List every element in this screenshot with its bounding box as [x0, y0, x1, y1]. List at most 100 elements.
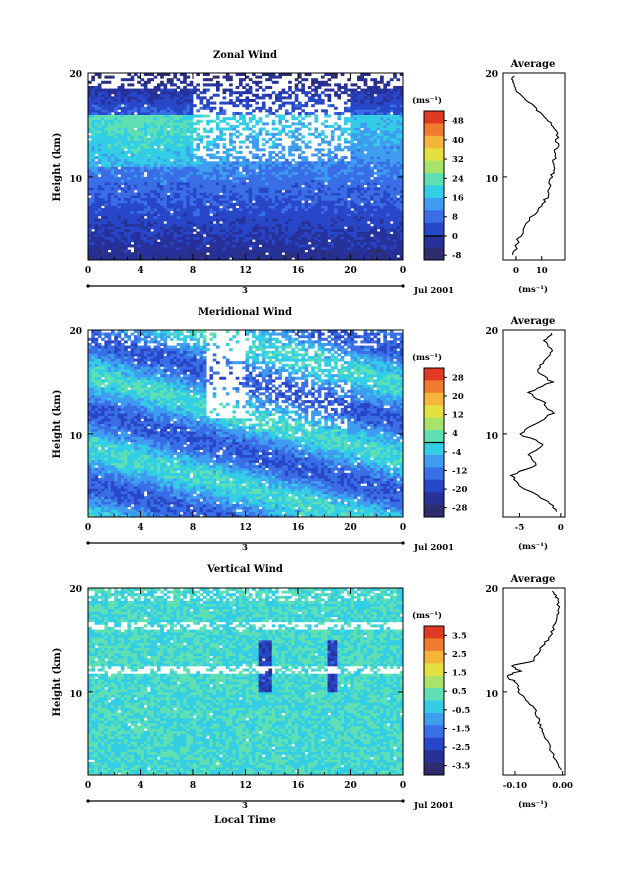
heatmap-cell	[334, 249, 338, 253]
heatmap-cell	[373, 114, 378, 118]
heatmap-cell	[386, 231, 391, 235]
heatmap-cell	[268, 158, 273, 162]
heatmap-cell	[88, 114, 92, 118]
heatmap-cell	[360, 130, 365, 134]
heatmap-cell	[268, 161, 273, 165]
heatmap-cell	[170, 137, 174, 141]
heatmap-cell	[294, 127, 299, 131]
heatmap-cell	[110, 179, 115, 183]
heatmap-cell	[150, 122, 155, 126]
heatmap-cell	[399, 236, 404, 240]
heatmap-cell	[215, 234, 220, 238]
heatmap-cell	[117, 140, 122, 144]
heatmap-cell	[363, 179, 368, 183]
heatmap-cell	[278, 200, 282, 204]
heatmap-cell	[222, 187, 227, 191]
heatmap-cell	[91, 137, 95, 141]
heatmap-cell	[120, 221, 125, 225]
heatmap-cell	[393, 119, 397, 123]
heatmap-cell	[366, 184, 371, 188]
heatmap-cell	[176, 249, 181, 253]
heatmap-cell	[343, 119, 348, 123]
heatmap-cell	[353, 111, 358, 115]
heatmap-cell	[163, 184, 168, 188]
heatmap-cell	[360, 106, 365, 110]
heatmap-cell	[110, 236, 115, 240]
heatmap-cell	[389, 106, 394, 110]
heatmap-cell	[206, 163, 210, 167]
heatmap-cell	[307, 215, 312, 219]
heatmap-cell	[386, 213, 391, 217]
heatmap-cell	[222, 171, 227, 175]
heatmap-cell	[150, 114, 155, 118]
heatmap-cell	[170, 241, 174, 245]
heatmap-cell	[363, 252, 368, 256]
heatmap-cell	[386, 122, 391, 126]
heatmap-cell	[133, 156, 138, 160]
heatmap-cell	[324, 114, 328, 118]
heatmap-cell	[229, 249, 233, 253]
heatmap-cell	[176, 169, 181, 173]
heatmap-cell	[366, 127, 371, 131]
heatmap-cell	[248, 184, 253, 188]
heatmap-cell	[238, 247, 243, 251]
heatmap-cell	[179, 150, 184, 154]
heatmap-cell	[222, 119, 227, 123]
heatmap-cell	[288, 150, 292, 154]
heatmap-cell	[383, 158, 387, 162]
heatmap-cell	[173, 215, 177, 219]
heatmap-cell	[245, 122, 250, 126]
heatmap-cell	[229, 228, 233, 232]
heatmap-cell	[396, 182, 401, 186]
heatmap-cell	[179, 192, 184, 196]
heatmap-cell	[150, 111, 155, 115]
heatmap-cell	[284, 197, 289, 201]
heatmap-cell	[291, 205, 296, 209]
heatmap-cell	[265, 166, 269, 170]
heatmap-cell	[124, 221, 128, 225]
heatmap-cell	[147, 210, 151, 214]
heatmap-cell	[186, 249, 191, 253]
heatmap-cell	[166, 221, 171, 225]
heatmap-cell	[94, 109, 99, 113]
heatmap-cell	[278, 176, 282, 180]
heatmap-cell	[127, 137, 132, 141]
heatmap-cell	[389, 241, 394, 245]
heatmap-cell	[366, 197, 371, 201]
heatmap-cell	[291, 195, 296, 199]
heatmap-cell	[376, 114, 381, 118]
heatmap-cell	[189, 252, 194, 256]
heatmap-cell	[334, 192, 338, 196]
heatmap-cell	[163, 197, 168, 201]
heatmap-cell	[242, 166, 246, 170]
heatmap-cell	[307, 166, 312, 170]
heatmap-cell	[327, 158, 332, 162]
heatmap-cell	[248, 223, 253, 227]
heatmap-cell	[91, 254, 95, 258]
heatmap-cell	[196, 202, 200, 206]
heatmap-cell	[238, 231, 243, 235]
heatmap-cell	[357, 218, 361, 222]
heatmap-cell	[127, 176, 132, 180]
heatmap-cell	[301, 171, 305, 175]
heatmap-cell	[215, 228, 220, 232]
heatmap-cell	[97, 254, 102, 258]
heatmap-cell	[373, 208, 378, 212]
heatmap-cell	[196, 215, 200, 219]
heatmap-cell	[271, 174, 276, 178]
heatmap-cell	[393, 223, 397, 227]
heatmap-cell	[311, 195, 315, 199]
heatmap-cell	[219, 169, 223, 173]
heatmap-cell	[301, 189, 305, 193]
heatmap-cell	[265, 169, 269, 173]
heatmap-cell	[386, 249, 391, 253]
heatmap-cell	[173, 218, 177, 222]
heatmap-cell	[107, 244, 112, 248]
heatmap-cell	[242, 140, 246, 144]
heatmap-cell	[189, 182, 194, 186]
heatmap-cell	[261, 169, 266, 173]
heatmap-cell	[110, 189, 115, 193]
heatmap-cell	[373, 166, 378, 170]
heatmap-cell	[396, 189, 401, 193]
heatmap-cell	[320, 205, 325, 209]
